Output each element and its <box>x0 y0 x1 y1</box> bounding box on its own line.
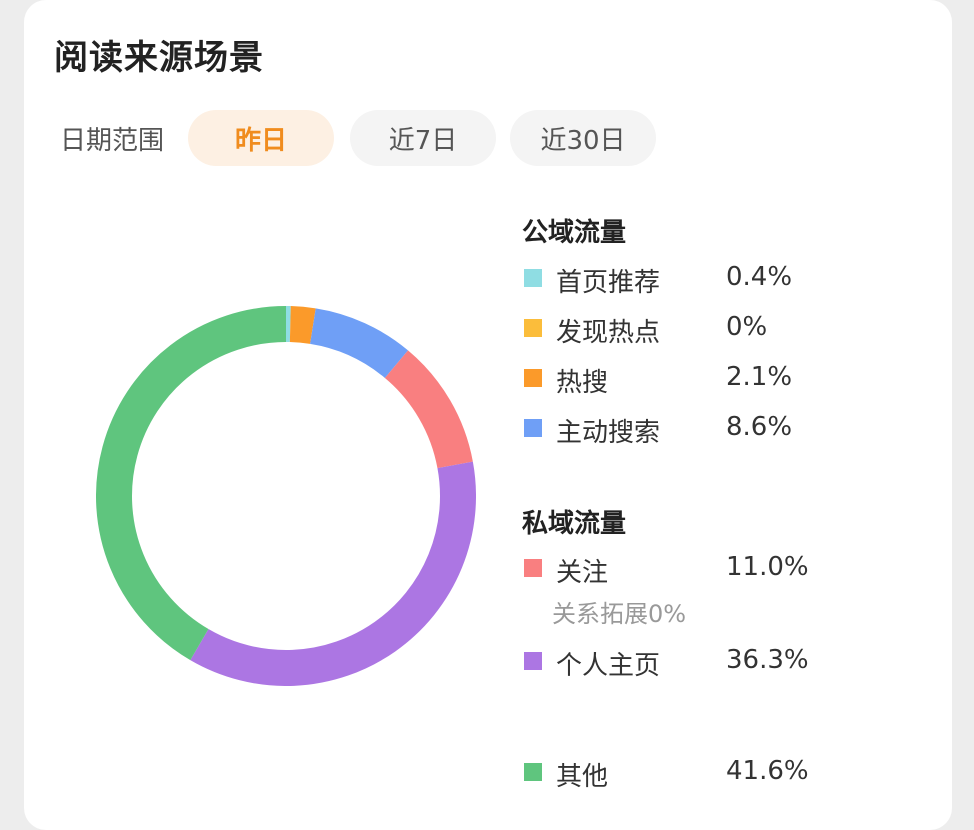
tab-yesterday[interactable]: 昨日 <box>188 110 334 166</box>
legend-swatch <box>524 269 542 287</box>
legend-label: 其他 <box>556 756 608 793</box>
legend-value: 8.6% <box>726 412 792 442</box>
legend-value: 0% <box>726 312 767 342</box>
donut-slice-其他 <box>114 324 286 645</box>
legend-swatch <box>524 369 542 387</box>
date-range-label: 日期范围 <box>60 120 164 157</box>
legend-label: 发现热点 <box>556 312 660 349</box>
legend-label: 个人主页 <box>556 645 660 682</box>
legend-swatch <box>524 419 542 437</box>
legend-item-discover-hot: 发现热点 0% <box>522 312 942 346</box>
donut-slice-关注 <box>396 364 455 465</box>
legend-group-private-title: 私域流量 <box>522 503 626 540</box>
donut-slice-个人主页 <box>199 465 458 668</box>
legend-item-other: 其他 41.6% <box>522 756 942 790</box>
legend-group-public-title: 公域流量 <box>522 212 626 249</box>
legend-label: 热搜 <box>556 362 608 399</box>
legend-value: 36.3% <box>726 645 809 675</box>
legend-item-hot-search: 热搜 2.1% <box>522 362 942 396</box>
legend-swatch <box>524 652 542 670</box>
legend-label: 关注 <box>556 552 608 589</box>
page-title: 阅读来源场景 <box>54 30 264 79</box>
legend-swatch <box>524 763 542 781</box>
chart-legend: 公域流量 首页推荐 0.4% 发现热点 0% 热搜 2.1% 主动搜索 8.6%… <box>522 0 952 801</box>
legend-value: 2.1% <box>726 362 792 392</box>
legend-value: 11.0% <box>726 552 809 582</box>
legend-item-homepage-recommend: 首页推荐 0.4% <box>522 262 942 296</box>
traffic-source-card: 阅读来源场景 日期范围 昨日 近7日 近30日 公域流量 首页推荐 0.4% 发… <box>24 0 952 830</box>
legend-label: 主动搜索 <box>556 412 660 449</box>
legend-item-personal-homepage: 个人主页 36.3% <box>522 645 942 679</box>
legend-sub-relationship-expand: 关系拓展0% <box>552 594 686 629</box>
legend-value: 41.6% <box>726 756 809 786</box>
legend-swatch <box>524 559 542 577</box>
legend-label: 首页推荐 <box>556 262 660 299</box>
donut-chart <box>96 306 476 686</box>
legend-swatch <box>524 319 542 337</box>
donut-slice-热搜 <box>290 324 313 326</box>
legend-item-active-search: 主动搜索 8.6% <box>522 412 942 446</box>
donut-slice-主动搜索 <box>313 326 397 364</box>
tab-last-7-days[interactable]: 近7日 <box>350 110 496 166</box>
legend-item-follow: 关注 11.0% <box>522 552 942 586</box>
legend-value: 0.4% <box>726 262 792 292</box>
